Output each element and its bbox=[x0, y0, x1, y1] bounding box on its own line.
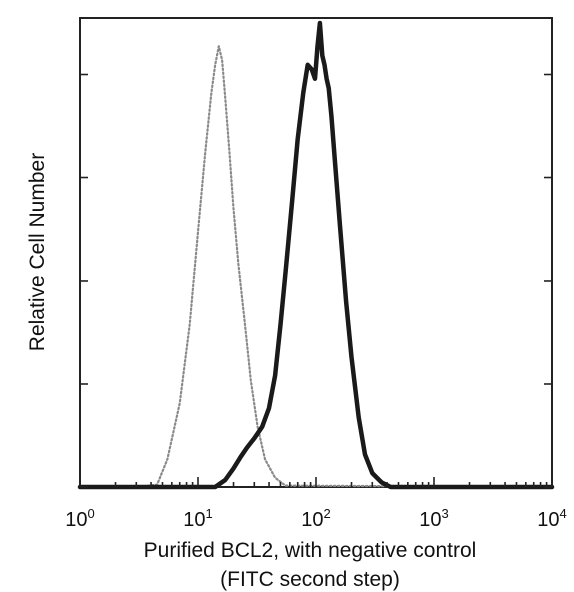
x-axis-title: Purified BCL2, with negative control bbox=[144, 539, 477, 562]
x-tick-label: 100 bbox=[65, 506, 94, 531]
x-tick-label: 101 bbox=[183, 506, 212, 531]
x-tick-label: 104 bbox=[537, 506, 566, 531]
negative-control-curve bbox=[78, 45, 554, 489]
bcl2-curve bbox=[77, 20, 555, 490]
y-axis-title: Relative Cell Number bbox=[26, 153, 49, 351]
x-tick-label: 102 bbox=[301, 506, 330, 531]
x-axis-subtitle: (FITC second step) bbox=[220, 568, 400, 591]
x-tick-label: 103 bbox=[419, 506, 448, 531]
